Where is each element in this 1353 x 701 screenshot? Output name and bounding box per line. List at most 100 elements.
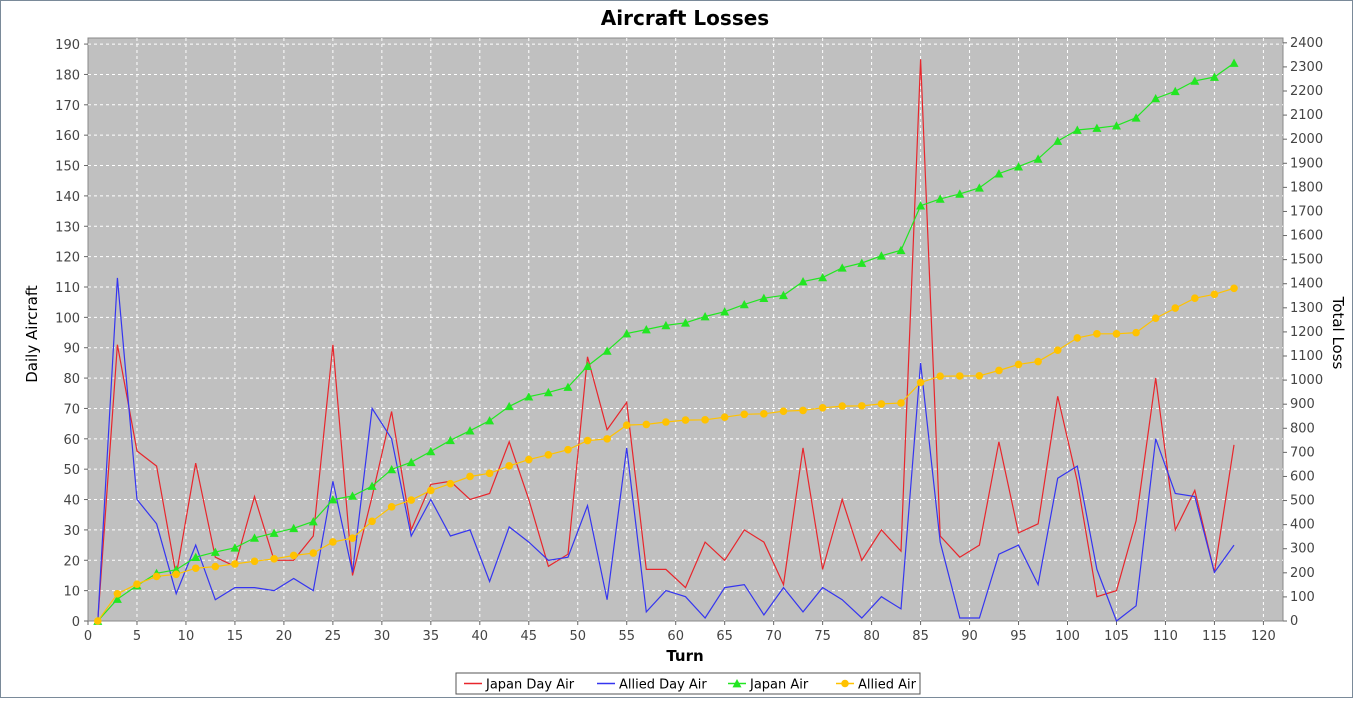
data-point-japan-air <box>289 523 299 533</box>
data-point-japan-air <box>308 517 318 526</box>
data-point-japan-air <box>543 387 553 397</box>
data-point-japan-air <box>974 183 984 192</box>
y2-tick-label: 800 <box>1290 421 1315 436</box>
data-point-allied-air <box>407 496 416 504</box>
y2-tick-label: 1400 <box>1290 277 1323 292</box>
data-point-allied-air <box>662 418 670 426</box>
y2-tick-label: 2100 <box>1290 108 1323 123</box>
data-point-allied-air <box>1093 330 1101 338</box>
data-point-allied-air <box>779 407 788 415</box>
y2-tick-label: 1500 <box>1290 253 1323 268</box>
y-tick-label: 20 <box>63 554 80 569</box>
data-point-japan-air <box>426 446 436 456</box>
y-tick-label: 140 <box>55 190 80 205</box>
data-point-japan-air <box>876 251 886 260</box>
chart-title: Aircraft Losses <box>601 6 769 30</box>
data-point-japan-air <box>798 277 808 286</box>
data-point-allied-air <box>995 366 1003 375</box>
x-tick-label: 110 <box>1153 629 1178 644</box>
x-tick-label: 40 <box>472 629 489 644</box>
data-point-allied-air <box>329 538 337 546</box>
data-point-japan-air <box>1209 72 1219 81</box>
data-point-japan-air <box>1014 162 1024 171</box>
axes: 0 5 10 15 20 25 30 35 40 45 50 55 60 65 70 75 80 85 90 95 10… <box>55 36 1323 644</box>
data-point-allied-air <box>309 549 318 557</box>
data-point-allied-air <box>133 580 141 588</box>
data-point-allied-air <box>1053 346 1062 355</box>
data-point-allied-air <box>936 372 944 381</box>
series-allied-day-air <box>97 277 1235 622</box>
legend-label: Allied Air <box>858 678 917 693</box>
data-point-japan-air <box>661 320 671 330</box>
y-tick-label: 160 <box>55 129 80 144</box>
legend-item-japan-air: Japan Air <box>728 678 809 693</box>
data-point-japan-air <box>485 416 495 425</box>
y2-tick-label: 1300 <box>1290 301 1323 316</box>
data-point-japan-air <box>641 325 651 334</box>
data-point-allied-air <box>231 560 239 568</box>
data-point-japan-air <box>857 258 867 267</box>
data-point-japan-air <box>563 382 573 391</box>
y2-tick-label: 1000 <box>1290 373 1323 388</box>
data-point-japan-air <box>1131 113 1141 122</box>
y-tick-label: 150 <box>55 160 80 175</box>
y-tick-label: 90 <box>63 342 80 357</box>
data-point-allied-air <box>642 420 651 429</box>
y-axis-label: Daily Aircraft <box>23 285 41 383</box>
data-point-japan-air <box>778 290 788 300</box>
data-point-japan-air <box>622 329 632 338</box>
y-tick-label: 30 <box>63 524 80 539</box>
data-point-allied-air <box>368 517 376 526</box>
y-tick-label: 10 <box>63 585 80 600</box>
data-point-japan-air <box>328 495 338 504</box>
y-tick-label: 130 <box>55 220 80 235</box>
y-tick-label: 180 <box>55 68 80 83</box>
data-point-allied-air <box>505 462 513 470</box>
x-tick-label: 0 <box>84 629 92 644</box>
data-point-japan-air <box>916 201 926 210</box>
data-point-japan-air <box>524 392 534 401</box>
data-point-allied-air <box>681 416 690 424</box>
y2-tick-label: 600 <box>1290 469 1315 484</box>
y2-tick-label: 100 <box>1290 590 1315 605</box>
y2-tick-label: 700 <box>1290 445 1315 460</box>
legend-swatch-marker <box>732 679 742 688</box>
plot-area <box>87 37 1284 622</box>
series-japan-day-air <box>97 59 1235 622</box>
data-point-allied-air <box>387 503 396 511</box>
y2-tick-label: 400 <box>1290 518 1315 533</box>
x-tick-label: 55 <box>618 629 635 644</box>
data-point-japan-air <box>112 594 122 603</box>
data-point-japan-air <box>994 169 1004 178</box>
x-tick-label: 25 <box>325 629 342 644</box>
data-point-allied-air <box>740 410 749 419</box>
y2-tick-label: 0 <box>1290 614 1298 629</box>
y-tick-label: 80 <box>63 372 80 387</box>
data-point-japan-air <box>896 245 906 255</box>
data-point-japan-air <box>759 293 769 303</box>
y2-tick-label: 1900 <box>1290 156 1323 171</box>
x-tick-label: 30 <box>374 629 391 644</box>
y-tick-label: 60 <box>63 433 80 448</box>
data-point-allied-air <box>1230 284 1238 293</box>
legend-label: Japan Air <box>749 678 809 693</box>
data-point-japan-air <box>1229 58 1239 67</box>
data-point-japan-air <box>347 491 357 500</box>
data-point-japan-air <box>935 194 945 203</box>
x-tick-label: 75 <box>814 629 831 644</box>
x-tick-label: 65 <box>716 629 733 644</box>
data-point-japan-air <box>504 401 514 411</box>
data-point-japan-air <box>818 272 828 282</box>
data-point-japan-air <box>210 547 220 556</box>
y2-tick-label: 2400 <box>1290 36 1323 51</box>
legend-box <box>455 672 921 695</box>
data-point-allied-air <box>838 402 847 410</box>
grid-lines <box>88 38 1283 621</box>
y-tick-label: 190 <box>55 38 80 53</box>
data-point-allied-air <box>152 572 161 581</box>
data-point-allied-air <box>1014 360 1023 369</box>
data-point-japan-air <box>681 318 690 327</box>
data-point-allied-air <box>1171 304 1180 312</box>
